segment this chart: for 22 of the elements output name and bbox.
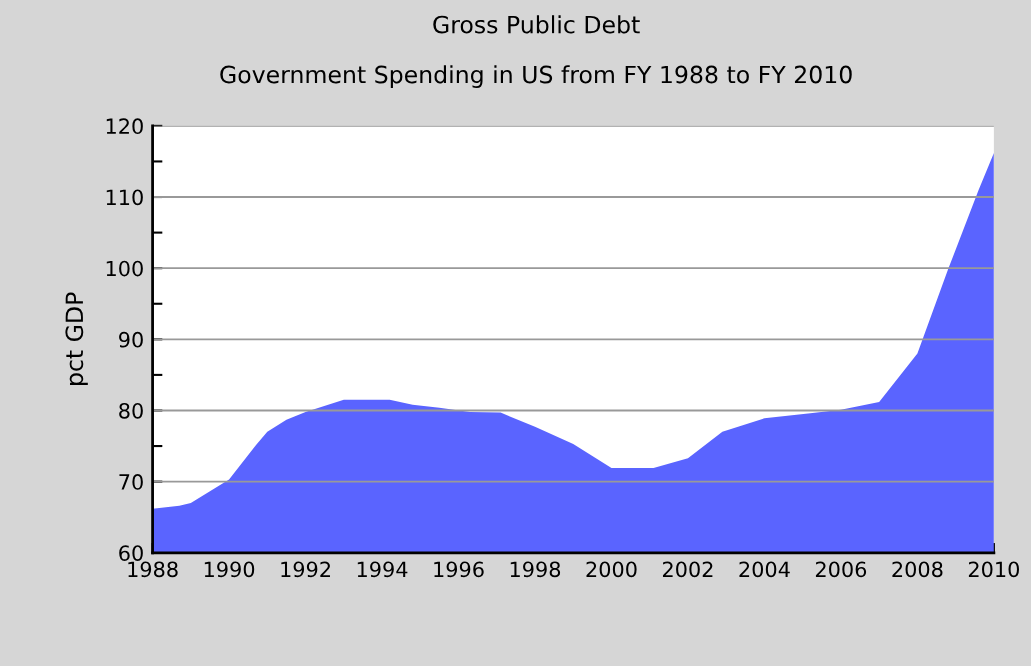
x-tick-label: 1998 bbox=[510, 561, 561, 578]
y-tick-label: 120 bbox=[106, 118, 143, 135]
y-tick-label: 110 bbox=[106, 189, 143, 206]
y-tick-label: 90 bbox=[119, 331, 143, 348]
x-tick-label: 2002 bbox=[662, 561, 713, 578]
x-tick-label: 2006 bbox=[815, 561, 867, 578]
chart-title: Gross Public Debt bbox=[433, 15, 640, 34]
x-tick-label: 2010 bbox=[968, 561, 1020, 578]
x-tick-label: 1990 bbox=[204, 561, 255, 578]
x-tick-label: 2008 bbox=[892, 561, 943, 578]
x-tick-label: 1992 bbox=[281, 561, 330, 578]
x-tick-label: 2004 bbox=[739, 561, 790, 578]
y-tick-label: 70 bbox=[119, 474, 143, 490]
x-tick-label: 1988 bbox=[128, 561, 178, 578]
y-tick-label: 100 bbox=[106, 260, 143, 277]
x-tick-label: 2000 bbox=[586, 561, 637, 578]
chart-subtitle: Government Spending in US from FY 1988 to FY 2010 bbox=[220, 65, 852, 89]
x-tick-label: 1996 bbox=[434, 561, 484, 578]
y-tick-label: 60 bbox=[119, 545, 143, 561]
y-axis-title: pct GDP bbox=[65, 292, 88, 385]
y-tick-label: 80 bbox=[119, 402, 143, 419]
x-tick-label: 1994 bbox=[357, 561, 408, 578]
